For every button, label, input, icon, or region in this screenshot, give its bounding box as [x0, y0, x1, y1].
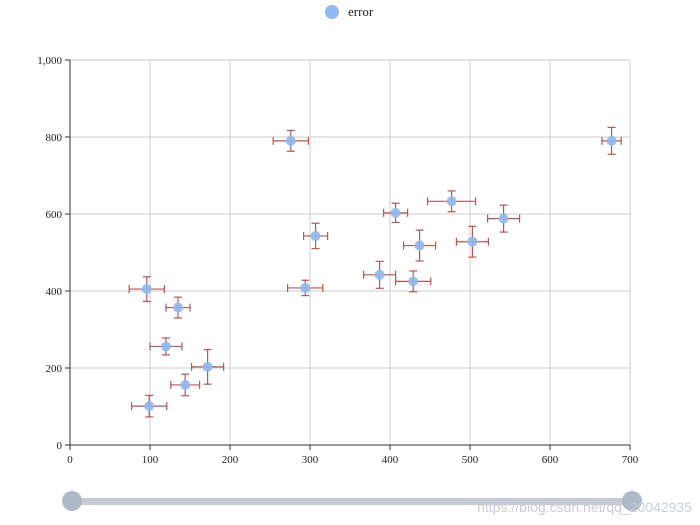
data-point[interactable]	[141, 284, 152, 295]
y-tick-label: 400	[46, 286, 63, 298]
data-point[interactable]	[390, 207, 401, 218]
error-point-group	[363, 260, 397, 289]
slider-track[interactable]	[72, 498, 632, 505]
data-point[interactable]	[414, 240, 425, 251]
y-tick-label: 800	[46, 132, 63, 144]
y-tick-label: 0	[57, 440, 63, 452]
legend-marker[interactable]	[325, 5, 339, 19]
error-point-group	[128, 276, 165, 302]
x-tick-label: 400	[382, 454, 399, 466]
grid	[70, 59, 631, 445]
x-tick-label: 600	[542, 454, 559, 466]
data-point[interactable]	[498, 213, 509, 224]
error-point-group	[395, 270, 432, 293]
error-point-group	[427, 190, 477, 213]
error-point-group	[191, 348, 225, 385]
slider-handle-end[interactable]	[622, 491, 642, 511]
axes: 0 100 200 300 400 500 600 700 0 200 400 600 800 1,000	[37, 55, 639, 466]
x-tick-label: 0	[67, 454, 73, 466]
data-point[interactable]	[310, 230, 321, 241]
watermark-text: https://blog.csdn.net/qq_20042935	[477, 499, 692, 515]
x-tick-label: 100	[142, 454, 159, 466]
error-point-group	[403, 229, 437, 262]
data-point[interactable]	[202, 361, 213, 372]
x-tick-label: 500	[462, 454, 479, 466]
error-point-group	[303, 222, 329, 250]
error-point-group	[272, 129, 309, 152]
y-tick-label: 1,000	[37, 55, 62, 67]
error-point-group	[601, 126, 622, 155]
y-tick-label: 600	[46, 209, 63, 221]
data-point[interactable]	[285, 135, 296, 146]
x-tick-label: 700	[622, 454, 639, 466]
data-point[interactable]	[173, 302, 183, 313]
data-point[interactable]	[374, 269, 385, 280]
x-tick-label: 200	[222, 454, 239, 466]
data-point[interactable]	[180, 379, 191, 390]
error-point-group	[165, 296, 191, 319]
error-point-group	[131, 394, 168, 418]
data-point[interactable]	[300, 282, 311, 293]
error-point-group	[149, 337, 183, 356]
y-tick-label: 200	[46, 363, 63, 375]
data-point[interactable]	[161, 341, 171, 352]
error-point-group	[487, 204, 521, 233]
data-point[interactable]	[408, 276, 419, 287]
data-point[interactable]	[446, 196, 457, 207]
slider-handle-start[interactable]	[62, 491, 82, 511]
x-tick-label: 300	[302, 454, 319, 466]
error-point-group	[455, 225, 489, 258]
data-point[interactable]	[144, 401, 155, 412]
error-point-group	[383, 202, 409, 224]
legend-label[interactable]: error	[348, 4, 374, 19]
data-point[interactable]	[467, 236, 478, 247]
data-zoom-slider[interactable]	[62, 491, 642, 511]
error-point-group	[170, 373, 201, 397]
data-point[interactable]	[606, 135, 617, 146]
error-point-group	[287, 279, 324, 297]
data-points	[128, 126, 622, 418]
